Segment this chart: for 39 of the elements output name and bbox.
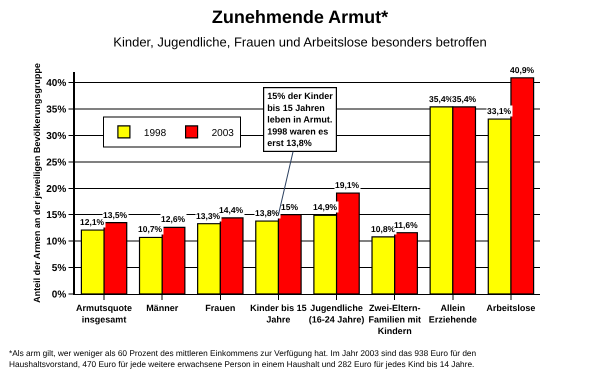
y-tick-label: 40% — [46, 78, 66, 90]
y-tick-label: 0% — [52, 290, 66, 300]
y-tick-label: 35% — [46, 104, 66, 116]
legend-label: 2003 — [212, 128, 234, 139]
x-tick-label: Jugendliche (16-24 Jahre) — [308, 302, 364, 324]
data-label: 33,1% — [487, 106, 512, 116]
data-label: 11,6% — [394, 220, 418, 230]
y-tick-label: 20% — [46, 184, 66, 195]
chart-subtitle: Kinder, Jugendliche, Frauen und Arbeitslose besonders betroffen — [113, 34, 487, 50]
y-tick-label: 5% — [52, 263, 66, 274]
text: *Als arm gilt, wer weniger als 60 Prozent des mittleren Einkommens zur Verfügung hat. Im Jahr 2003 sind das 938 Euro für den Haushaltsvorstand, 470 Euro für jede weitere erwachsene Person in einem Haushalt und 282 Euro für jedes Kind bis 14 Jahre. — [9, 348, 477, 369]
x-tick-label: Armutsquote insgesamt — [76, 302, 132, 324]
data-label: 35,4% — [452, 94, 477, 104]
data-label: 10,7% — [138, 224, 163, 234]
x-tick-label: Allein Erziehende — [428, 302, 477, 324]
data-label: 13,8% — [255, 208, 280, 218]
y-tick-label: 25% — [46, 157, 66, 168]
data-label: 19,1% — [335, 180, 360, 190]
annotation: 15% der Kinder bis 15 Jahren leben in Armut. 1998 waren es erst 13,8% — [267, 91, 334, 148]
data-label: 14,9% — [313, 202, 338, 212]
data-label: 15% — [281, 202, 298, 212]
y-tick-label: 10% — [46, 236, 66, 248]
data-label: 40,9% — [510, 65, 535, 75]
x-tick-label: Männer — [146, 302, 179, 313]
y-tick-label: 15% — [46, 210, 66, 222]
x-tick-label: Arbeitslose — [486, 302, 536, 313]
data-label: 13,3% — [196, 211, 221, 221]
y-tick-label: 30% — [46, 130, 66, 142]
x-tick-label: Frauen — [205, 302, 236, 313]
x-tick-label: Zwei-Eltern- Familien mit Kindern — [368, 302, 421, 336]
data-label: 12,6% — [161, 214, 186, 224]
data-label: 12,1% — [80, 217, 105, 227]
y-axis-title: Anteil der Armen an der jeweiligen Bevölkerungsgruppe — [32, 63, 42, 303]
data-label: 14,4% — [219, 205, 244, 215]
legend-label: 1998 — [144, 128, 167, 139]
chart-title: Zunehmende Armut* — [212, 7, 388, 28]
data-label: 10,8% — [371, 224, 396, 234]
data-label: 13,5% — [103, 210, 128, 220]
x-tick-label: Kinder bis 15 Jahre — [250, 302, 307, 324]
